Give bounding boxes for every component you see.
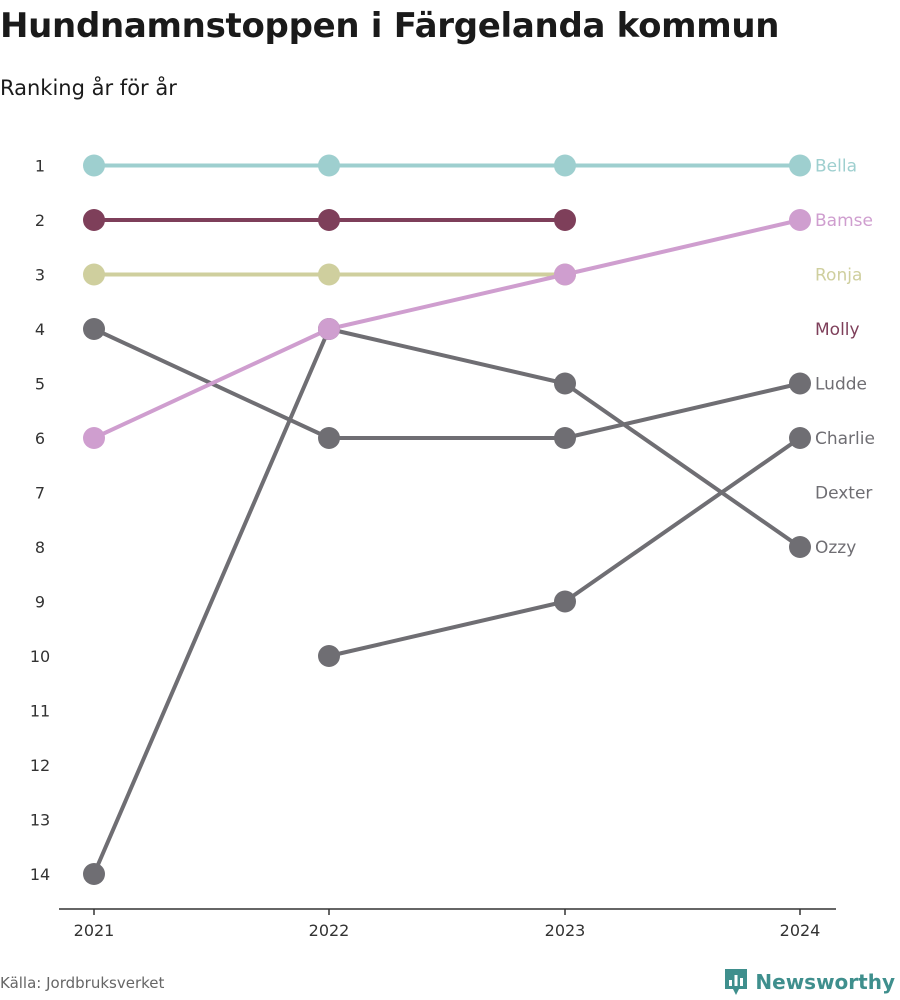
series-point-bamse — [789, 209, 811, 231]
newsworthy-logo-icon — [725, 969, 748, 995]
series-point-bamse — [318, 318, 340, 340]
y-tick-label: 13 — [30, 811, 50, 830]
y-tick-label: 3 — [35, 266, 45, 285]
series-point-ludde — [83, 318, 105, 340]
series-line-ozzy — [92, 327, 802, 875]
end-label-charlie: Charlie — [815, 429, 875, 449]
y-tick-label: 14 — [30, 865, 50, 884]
series-point-bella — [554, 154, 576, 177]
series-point-molly — [83, 209, 105, 231]
y-tick-label: 1 — [35, 157, 45, 176]
series-point-molly — [318, 209, 340, 231]
end-label-molly: Molly — [815, 320, 860, 340]
end-label-dexter: Dexter — [815, 484, 872, 504]
series-point-ronja — [83, 263, 105, 286]
series-line-ludde — [93, 327, 801, 440]
y-tick-label: 6 — [35, 429, 45, 448]
series-end-labels: Bella Bamse Ronja Molly Ludde Charlie Dexter Oz… — [815, 157, 875, 559]
series-points — [83, 154, 811, 885]
series-line-charlie — [328, 436, 802, 658]
end-label-ronja: Ronja — [815, 266, 862, 286]
series-line-bamse — [93, 218, 801, 440]
series-point-ludde — [789, 372, 811, 395]
x-axis: 2021 2022 2023 2024 — [59, 908, 836, 940]
y-tick-label: 9 — [35, 593, 45, 612]
series-point-bamse — [83, 427, 105, 449]
series-point-ludde — [318, 427, 340, 449]
series-point-ozzy — [554, 372, 576, 395]
end-label-bamse: Bamse — [815, 211, 873, 231]
series-point-bamse — [554, 263, 576, 286]
end-label-ozzy: Ozzy — [815, 538, 856, 558]
source-note: Källa: Jordbruksverket — [0, 974, 165, 992]
series-point-bella — [83, 154, 105, 177]
brand-name: Newsworthy — [755, 970, 895, 994]
y-tick-label: 7 — [35, 484, 45, 503]
series-point-charlie — [554, 590, 576, 613]
x-tick-label: 2024 — [780, 921, 821, 940]
x-tick-label: 2022 — [309, 921, 350, 940]
end-label-ludde: Ludde — [815, 375, 867, 395]
series-point-ronja — [318, 263, 340, 286]
series-point-charlie — [318, 645, 340, 667]
series-point-molly — [554, 209, 576, 231]
series-point-ozzy — [83, 863, 105, 885]
x-tick-label: 2021 — [74, 921, 115, 940]
y-tick-label: 12 — [30, 756, 50, 775]
brand-logo: Newsworthy — [723, 967, 895, 997]
x-tick-label: 2023 — [545, 921, 586, 940]
series-lines — [92, 163, 802, 875]
series-point-bella — [789, 154, 811, 177]
series-point-charlie — [789, 427, 811, 449]
y-tick-label: 10 — [30, 647, 50, 666]
y-tick-label: 5 — [35, 375, 45, 394]
y-tick-label: 2 — [35, 211, 45, 230]
y-tick-label: 8 — [35, 538, 45, 557]
series-point-ozzy — [789, 536, 811, 558]
series-point-ludde — [554, 427, 576, 449]
y-tick-label: 11 — [30, 702, 50, 721]
y-tick-label: 4 — [35, 320, 45, 339]
series-point-bella — [318, 154, 340, 177]
chart-subtitle: Ranking år för år — [0, 76, 177, 100]
chart-title: Hundnamnstoppen i Färgelanda kommun — [0, 6, 780, 46]
end-label-bella: Bella — [815, 157, 857, 177]
